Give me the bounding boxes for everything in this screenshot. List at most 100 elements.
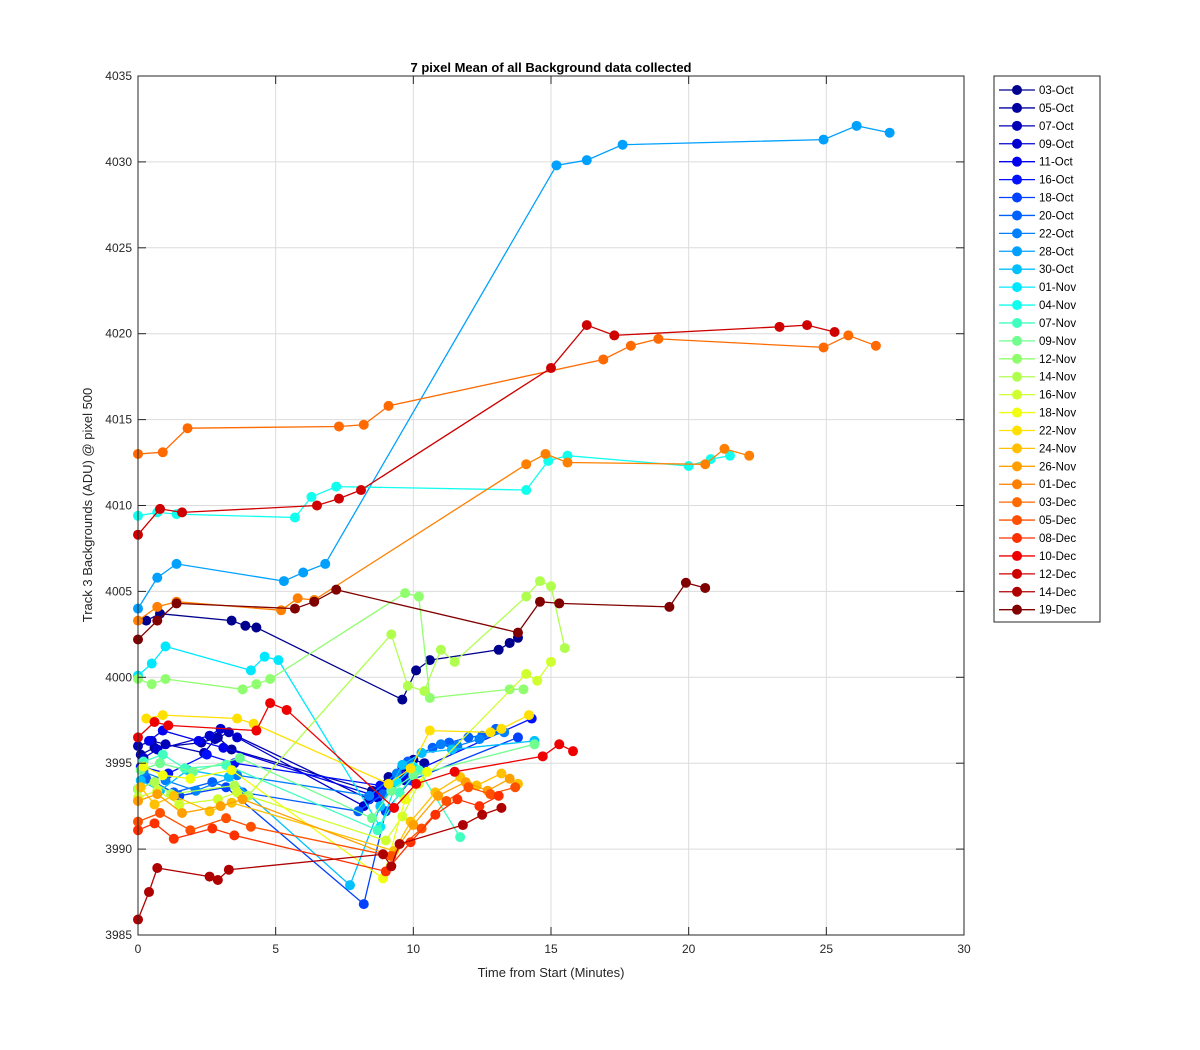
data-point — [383, 400, 394, 411]
legend-marker — [1012, 174, 1022, 185]
y-tick-label: 4020 — [105, 327, 132, 341]
y-axis-label: Track 3 Backgrounds (ADU) @ pixel 500 — [80, 388, 95, 623]
legend-label: 04-Nov — [1039, 300, 1076, 312]
data-point — [278, 576, 289, 587]
legend-marker — [1012, 317, 1022, 328]
legend-entry: 10-Dec — [999, 550, 1076, 563]
data-point — [562, 457, 573, 468]
data-point — [474, 734, 485, 745]
data-point — [424, 725, 435, 736]
legend-entry: 08-Dec — [999, 533, 1076, 545]
data-point — [226, 744, 237, 755]
data-point — [141, 615, 152, 626]
legend-entry: 04-Nov — [999, 300, 1076, 312]
data-point — [152, 615, 163, 626]
legend-label: 09-Nov — [1039, 336, 1076, 348]
legend-marker — [1012, 479, 1022, 490]
data-point — [157, 710, 168, 721]
legend-marker — [1012, 192, 1022, 203]
data-point — [273, 655, 284, 666]
data-point — [378, 849, 389, 860]
legend-marker — [1012, 228, 1022, 239]
legend-label: 18-Oct — [1039, 193, 1074, 205]
legend-marker — [1012, 353, 1022, 364]
data-point — [546, 363, 556, 374]
data-point — [430, 809, 441, 820]
legend-marker — [1012, 533, 1022, 543]
data-point — [152, 862, 163, 873]
data-point — [333, 493, 344, 504]
legend-marker — [1012, 85, 1022, 95]
legend-entry: 14-Dec — [999, 586, 1076, 599]
data-point — [581, 320, 592, 331]
legend-entry: 05-Dec — [999, 515, 1076, 527]
legend-entry: 07-Nov — [999, 317, 1076, 330]
legend-label: 19-Dec — [1039, 605, 1076, 617]
data-point — [358, 419, 369, 430]
legend-marker — [1012, 497, 1022, 508]
data-point — [207, 823, 218, 834]
data-point — [380, 835, 391, 846]
chart-title: 7 pixel Mean of all Background data coll… — [410, 60, 691, 75]
legend-entry: 03-Dec — [999, 497, 1076, 509]
data-point — [212, 875, 223, 886]
data-point — [521, 591, 532, 602]
legend-label: 07-Oct — [1039, 121, 1074, 133]
data-point — [146, 679, 157, 690]
legend-label: 09-Oct — [1039, 139, 1074, 151]
legend-marker — [1012, 586, 1022, 597]
data-point — [309, 596, 320, 607]
legend-marker — [1012, 210, 1022, 221]
data-point — [168, 790, 179, 801]
y-tick-label: 4005 — [105, 584, 132, 598]
data-point — [554, 598, 565, 609]
legend-marker — [1012, 550, 1022, 561]
legend-entry: 05-Oct — [999, 102, 1074, 115]
legend-entry: 28-Oct — [999, 246, 1074, 258]
data-point — [149, 716, 160, 727]
legend-entry: 07-Oct — [999, 120, 1074, 133]
legend-label: 22-Nov — [1039, 425, 1076, 437]
data-point — [259, 651, 270, 662]
data-point — [152, 601, 163, 612]
series-08-Dec — [133, 790, 504, 877]
data-point — [435, 644, 446, 655]
data-point — [155, 758, 166, 769]
data-point — [449, 656, 460, 667]
data-point — [207, 777, 218, 788]
data-point — [345, 880, 356, 891]
legend-marker — [1012, 443, 1022, 454]
data-point — [455, 832, 466, 843]
data-point — [532, 675, 543, 686]
grid — [138, 76, 964, 935]
data-point — [331, 584, 342, 595]
data-point — [157, 447, 168, 458]
data-point — [870, 340, 881, 351]
data-point — [372, 825, 383, 836]
data-point — [598, 354, 609, 365]
legend-label: 03-Oct — [1039, 85, 1074, 97]
legend-marker — [1012, 264, 1022, 275]
data-point — [155, 808, 166, 819]
legend-entry: 24-Nov — [999, 443, 1076, 455]
legend-entry: 26-Nov — [999, 461, 1076, 473]
data-point — [251, 622, 262, 633]
data-point — [463, 782, 474, 793]
data-point — [496, 768, 507, 779]
data-point — [400, 794, 411, 805]
data-point — [394, 838, 405, 849]
legend-marker — [1012, 282, 1022, 293]
data-point — [234, 753, 245, 764]
data-point — [174, 799, 185, 810]
data-point — [152, 789, 163, 800]
legend-label: 30-Oct — [1039, 264, 1074, 276]
data-point — [251, 679, 262, 690]
legend-marker — [1012, 102, 1022, 113]
legend-entry: 22-Nov — [999, 425, 1076, 437]
data-point — [521, 485, 532, 496]
data-point — [320, 558, 331, 569]
data-point — [265, 674, 276, 685]
data-point — [474, 801, 485, 812]
data-point — [540, 448, 551, 459]
data-point — [625, 340, 636, 351]
